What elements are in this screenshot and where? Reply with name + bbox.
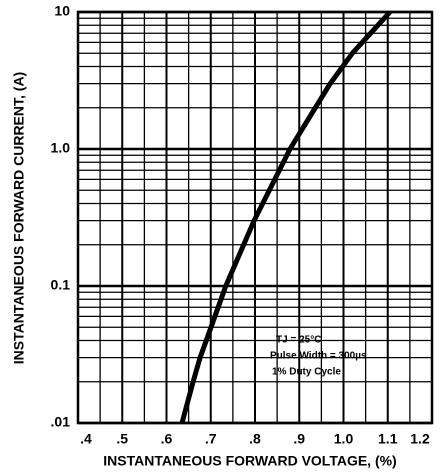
x-tick-label: .6 [161,431,173,447]
y-tick-label: 10 [54,3,70,19]
x-tick-label: .4 [80,431,92,447]
x-tick-label: 1.0 [334,431,354,447]
annotation: Pulse Width = 300µs [270,351,367,362]
x-tick-label: .9 [293,431,305,447]
x-tick-label: .5 [116,431,128,447]
plot-frame [76,10,434,425]
x-tick-label: .7 [205,431,217,447]
x-axis-label: INSTANTANEOUS FORWARD VOLTAGE, (%) [103,453,396,469]
annotation: 1% Duty Cycle [272,367,341,378]
x-tick-label: .8 [249,431,261,447]
y-axis-label: INSTANTANEOUS FORWARD CURRENT, (A) [11,72,27,364]
y-tick-label: 1.0 [51,140,71,156]
y-tick-label: 0.1 [51,277,71,293]
x-tick-label: 1.2 [410,431,430,447]
x-tick-label: 1.1 [378,431,398,447]
y-tick-label: .01 [51,414,71,430]
annotation-box [272,330,392,380]
curve [179,10,392,424]
